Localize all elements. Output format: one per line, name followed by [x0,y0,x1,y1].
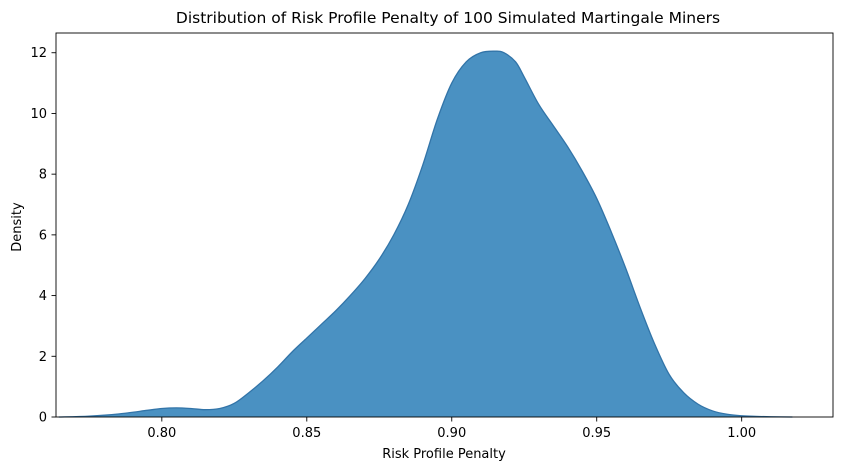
x-axis: 0.80 0.85 0.90 0.95 1.00 [147,417,756,441]
plot-frame [55,32,834,418]
x-tick-label: 0.95 [582,426,611,441]
chart-title: Distribution of Risk Profile Penalty of … [176,9,720,27]
y-tick-label: 10 [30,107,47,122]
y-tick-label: 8 [39,168,47,183]
y-tick-label: 4 [39,289,47,304]
x-tick-label: 1.00 [727,426,756,441]
density-line [58,50,793,418]
y-tick-label: 6 [39,228,47,243]
x-axis-label: Risk Profile Penalty [382,447,506,462]
y-tick-label: 0 [39,411,47,426]
y-tick-label: 2 [39,350,47,365]
y-axis: 0 2 4 6 8 10 12 [30,46,56,426]
density-area [58,51,793,417]
x-tick-label: 0.85 [292,426,321,441]
y-tick-label: 12 [30,46,47,61]
y-axis-label: Density [10,202,25,252]
x-tick-label: 0.80 [147,426,176,441]
plot-area [55,32,834,418]
x-tick-label: 0.90 [437,426,466,441]
